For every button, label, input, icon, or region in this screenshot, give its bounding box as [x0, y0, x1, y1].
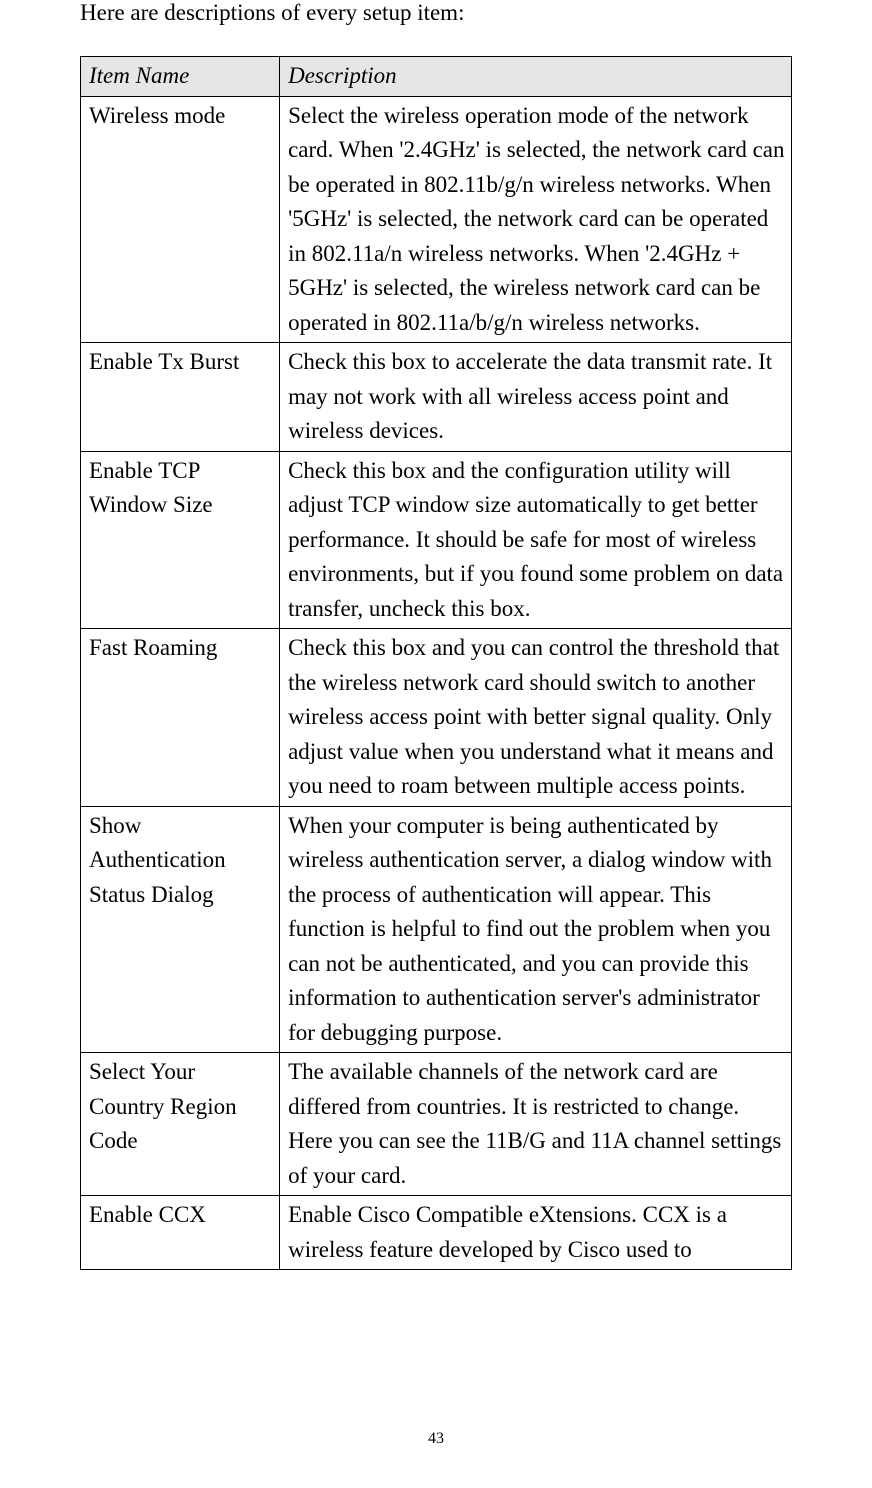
table-row: Enable CCX Enable Cisco Compatible eXten…	[81, 1196, 792, 1270]
item-description-cell: Check this box to accelerate the data tr…	[280, 343, 792, 452]
item-name-cell: Enable Tx Burst	[81, 343, 280, 452]
header-description: Description	[280, 57, 792, 97]
intro-text: Here are descriptions of every setup ite…	[80, 0, 792, 26]
table-row: Enable Tx Burst Check this box to accele…	[81, 343, 792, 452]
page-number: 43	[0, 1430, 872, 1448]
item-description-cell: The available channels of the network ca…	[280, 1053, 792, 1196]
item-description-cell: Check this box and you can control the t…	[280, 629, 792, 807]
item-name-cell: Wireless mode	[81, 96, 280, 343]
item-description-cell: Enable Cisco Compatible eXtensions. CCX …	[280, 1196, 792, 1270]
table-row: Show Authentication Status Dialog When y…	[81, 806, 792, 1053]
item-description-cell: When your computer is being authenticate…	[280, 806, 792, 1053]
header-item-name: Item Name	[81, 57, 280, 97]
item-name-cell: Select Your Country Region Code	[81, 1053, 280, 1196]
item-description-cell: Check this box and the configuration uti…	[280, 451, 792, 629]
setup-items-table: Item Name Description Wireless mode Sele…	[80, 56, 792, 1270]
item-name-cell: Enable CCX	[81, 1196, 280, 1270]
table-row: Select Your Country Region Code The avai…	[81, 1053, 792, 1196]
table-row: Fast Roaming Check this box and you can …	[81, 629, 792, 807]
table-row: Wireless mode Select the wireless operat…	[81, 96, 792, 343]
item-name-cell: Fast Roaming	[81, 629, 280, 807]
item-description-cell: Select the wireless operation mode of th…	[280, 96, 792, 343]
item-name-cell: Show Authentication Status Dialog	[81, 806, 280, 1053]
table-header-row: Item Name Description	[81, 57, 792, 97]
item-name-cell: Enable TCP Window Size	[81, 451, 280, 629]
table-row: Enable TCP Window Size Check this box an…	[81, 451, 792, 629]
